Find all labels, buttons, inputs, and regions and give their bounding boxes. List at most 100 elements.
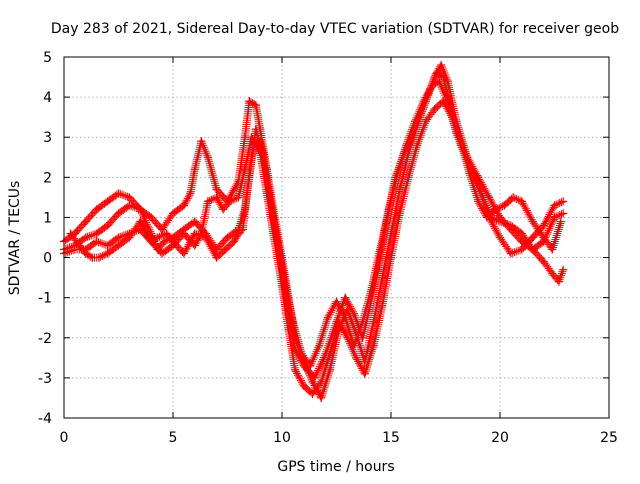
data-point — [517, 245, 526, 254]
data-point — [509, 193, 518, 202]
data-series-track-4 — [66, 77, 568, 370]
x-axis-label: GPS time / hours — [277, 459, 394, 475]
data-point — [317, 377, 326, 386]
data-point — [428, 81, 437, 90]
y-tick-label: -1 — [38, 291, 52, 307]
data-point — [487, 213, 496, 222]
x-tick-label: 10 — [273, 430, 291, 446]
data-point — [136, 217, 145, 226]
x-tick-label: 20 — [491, 430, 509, 446]
data-point — [439, 73, 448, 82]
data-point — [114, 189, 123, 198]
y-tick-label: 2 — [43, 170, 52, 186]
data-point — [160, 237, 169, 246]
y-tick-label: 5 — [43, 50, 52, 66]
data-point — [234, 229, 243, 238]
data-point — [360, 369, 369, 378]
data-point — [92, 229, 101, 238]
data-point — [190, 165, 199, 174]
data-point — [310, 373, 319, 382]
data-point — [81, 249, 90, 258]
x-tick-label: 15 — [382, 430, 400, 446]
data-point — [299, 381, 308, 390]
data-point — [395, 209, 404, 218]
data-point — [158, 225, 167, 234]
data-point — [554, 277, 563, 286]
data-point — [517, 229, 526, 238]
data-point — [402, 141, 411, 150]
data-point — [559, 197, 568, 206]
data-point — [528, 217, 537, 226]
data-point — [66, 229, 75, 238]
data-point — [212, 253, 221, 262]
x-tick-label: 5 — [169, 430, 178, 446]
data-point — [212, 193, 221, 202]
y-tick-label: -4 — [38, 411, 52, 427]
data-point — [437, 61, 446, 69]
data-point — [384, 205, 393, 214]
series-markers — [60, 97, 565, 398]
data-point — [369, 317, 378, 326]
data-point — [404, 173, 413, 182]
data-point — [251, 101, 260, 110]
data-point — [70, 245, 79, 254]
data-point — [378, 301, 387, 310]
data-point — [550, 201, 559, 210]
data-point — [179, 201, 188, 210]
data-point — [539, 221, 548, 230]
data-point — [334, 317, 343, 326]
data-point — [326, 349, 334, 358]
data-point — [125, 233, 134, 242]
data-point — [81, 233, 90, 242]
data-point — [341, 293, 350, 302]
data-point — [147, 237, 156, 246]
data-point — [230, 237, 238, 246]
data-point — [203, 153, 212, 162]
data-point — [169, 209, 177, 218]
data-point — [395, 185, 404, 194]
data-point — [169, 237, 177, 246]
data-point — [238, 225, 247, 234]
data-point — [94, 253, 103, 262]
data-point — [506, 249, 515, 258]
data-point — [443, 97, 452, 106]
data-point — [190, 217, 199, 226]
data-point — [197, 137, 206, 146]
data-point — [162, 229, 171, 238]
data-point — [245, 169, 254, 178]
data-point — [376, 245, 385, 254]
data-point — [251, 125, 260, 134]
data-point — [435, 77, 443, 86]
data-point — [557, 217, 565, 226]
data-point — [506, 221, 515, 230]
data-point — [349, 309, 358, 318]
data-point — [517, 197, 526, 206]
data-point — [548, 269, 557, 278]
data-point — [461, 149, 470, 158]
data-point — [387, 253, 395, 262]
data-point — [317, 393, 326, 402]
data-point — [323, 313, 332, 322]
data-point — [203, 197, 212, 206]
x-tick-label: 25 — [600, 430, 618, 446]
y-tick-label: 3 — [43, 130, 52, 146]
data-point — [103, 249, 112, 258]
data-point — [341, 313, 350, 322]
data-point — [539, 257, 548, 266]
data-point — [103, 221, 112, 230]
plot-frame — [63, 56, 610, 419]
data-point — [358, 317, 367, 326]
data-point — [369, 341, 378, 350]
data-point — [179, 249, 188, 258]
data-point — [153, 233, 162, 242]
data-point — [258, 149, 267, 158]
data-point — [411, 117, 419, 126]
data-point — [539, 237, 548, 246]
data-point — [288, 317, 297, 326]
data-point — [550, 213, 559, 222]
data-point — [264, 189, 273, 198]
data-point — [306, 361, 315, 370]
data-point — [282, 285, 291, 294]
data-point — [92, 205, 101, 214]
data-point — [478, 193, 487, 202]
